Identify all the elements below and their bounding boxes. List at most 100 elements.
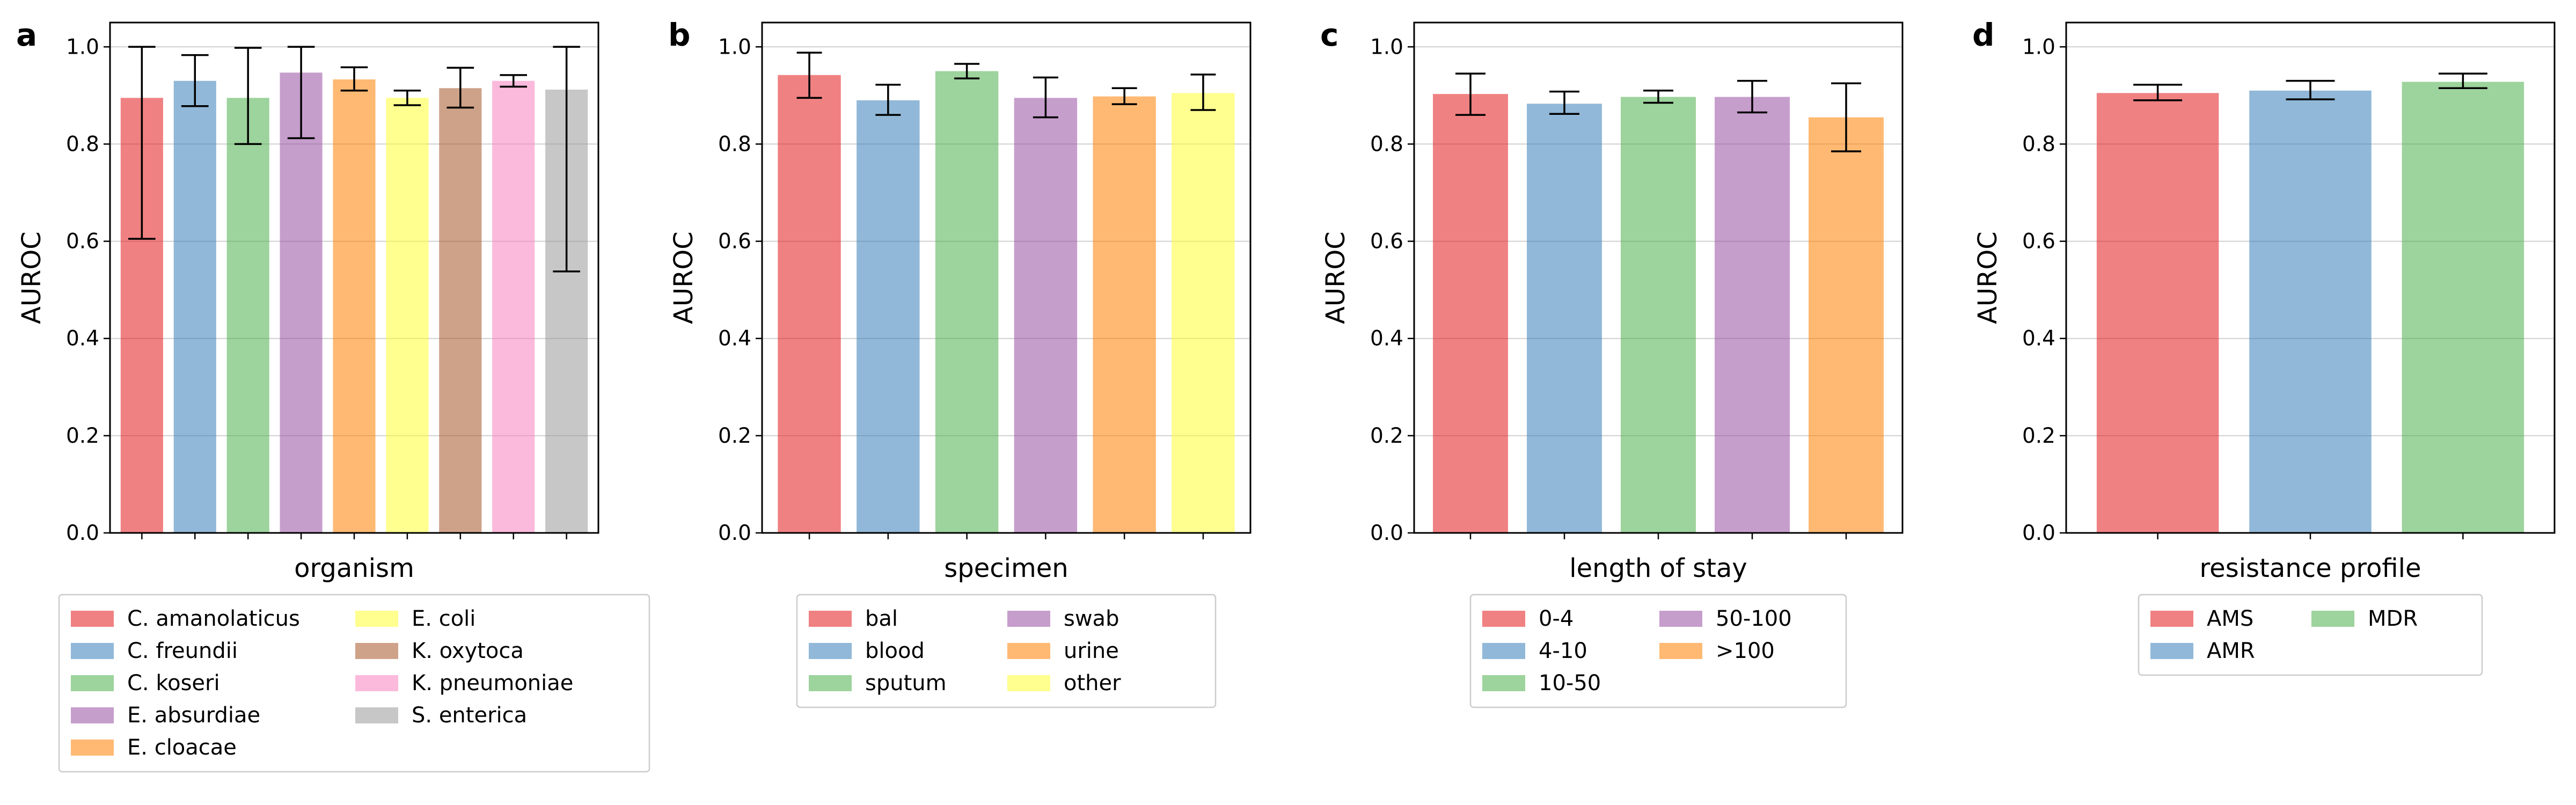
y-tick-label: 1.0 [718,35,751,59]
legend-label: other [1064,671,1121,696]
y-tick-label: 0.0 [2022,521,2055,545]
legend-swatch [2150,611,2193,627]
legend-label: swab [1064,606,1119,631]
panel-letter: a [16,17,37,53]
legend-label: 0-4 [1539,606,1574,631]
bar-7 [439,88,482,533]
bar-1 [1433,94,1508,533]
y-tick-label: 0.6 [66,230,99,254]
y-tick-label: 0.8 [1370,132,1403,156]
bar-3 [226,98,269,533]
y-tick-label: 0.2 [66,424,99,448]
legend-label: C. freundii [127,639,238,663]
plot-frame [2065,21,2556,534]
y-axis-label: AUROC [1973,231,2003,324]
bar-5 [1809,117,1884,533]
panel-letter: d [1972,17,1995,53]
legend-frame [796,594,1217,708]
bar-8 [492,80,535,533]
legend-swatch [1007,675,1050,691]
y-tick-label: 0.4 [66,327,99,351]
legend-swatch [809,675,852,691]
x-axis-label: specimen [944,553,1068,583]
legend-swatch [71,740,114,756]
y-axis-label: AUROC [669,231,699,324]
legend-swatch [355,675,398,691]
legend-label: K. pneumoniae [412,671,573,696]
legend-label: >100 [1716,639,1775,663]
bar-1 [2096,93,2219,533]
legend-swatch [809,643,852,659]
legend-swatch [71,675,114,691]
legend-label: AMR [2207,639,2255,663]
panel-letter: b [668,17,691,53]
bar-3 [2402,82,2524,533]
legend-label: urine [1064,639,1119,663]
legend-label: E. absurdiae [127,703,260,728]
y-tick-label: 0.2 [718,424,751,448]
bar-3 [1621,97,1696,533]
legend-frame [58,594,650,773]
legend-label: 50-100 [1716,606,1792,631]
legend-label: blood [865,639,925,663]
bar-6 [1172,93,1235,533]
plot-frame [109,21,599,534]
bar-4 [1715,97,1790,533]
bar-3 [935,71,999,533]
bar-5 [333,79,376,533]
y-tick-label: 1.0 [1370,35,1403,59]
bar-4 [1014,98,1078,533]
chart-panel-b: b 0.0 0.2 0.4 0.6 0.8 1.0 specimen AUROC bal blood… [668,17,1252,708]
y-tick-label: 0.8 [718,132,751,156]
bar-6 [386,98,429,533]
chart-panel-c: c 0.0 0.2 0.4 0.6 0.8 1.0 length of stay AUROC 0-… [1320,17,1904,708]
legend-swatch [355,611,398,627]
plot-frame [761,21,1252,534]
bar-4 [280,72,323,533]
legend-swatch [809,611,852,627]
chart-panel-d: d 0.0 0.2 0.4 0.6 0.8 1.0 resistance profile AUR… [1972,17,2556,676]
legend-swatch [1482,611,1525,627]
legend-swatch [1659,611,1702,627]
bar-2 [857,100,920,533]
legend-label: 4-10 [1539,639,1587,663]
legend-swatch [71,643,114,659]
legend-label: sputum [865,671,947,696]
legend-label: S. enterica [412,703,527,728]
chart-panel-a: a 0.0 0.2 0.4 0.6 0.8 1.0 organism AUROC C. amano… [16,17,650,773]
y-tick-label: 0.4 [2022,327,2055,351]
legend-label: bal [865,606,898,631]
y-tick-label: 0.8 [66,132,99,156]
y-tick-label: 0.4 [718,327,751,351]
y-tick-label: 0.6 [718,230,751,254]
y-tick-label: 0.0 [66,521,99,545]
bar-2 [2249,90,2372,533]
y-tick-label: 0.8 [2022,132,2055,156]
y-tick-label: 0.2 [2022,424,2055,448]
y-tick-label: 1.0 [66,35,99,59]
y-tick-label: 0.4 [1370,327,1403,351]
legend-frame [1469,594,1847,708]
legend-swatch [355,643,398,659]
y-tick-label: 0.0 [718,521,751,545]
legend-swatch [1659,643,1702,659]
legend-label: E. coli [412,606,475,631]
legend-swatch [1007,643,1050,659]
legend-swatch [2150,643,2193,659]
legend-label: 10-50 [1539,671,1601,696]
legend-label: AMS [2207,606,2253,631]
legend-swatch [355,707,398,723]
legend-swatch [71,611,114,627]
legend-label: E. cloacae [127,735,237,760]
legend-frame [2138,594,2483,676]
legend: AMS AMR MDR [2138,594,2483,676]
y-tick-label: 0.6 [1370,230,1403,254]
panel-letter: c [1320,17,1338,53]
legend-label: K. oxytoca [412,639,524,663]
legend-swatch [2311,611,2354,627]
legend: 0-4 4-10 10-50 50-100 >100 [1469,594,1847,708]
y-tick-label: 0.6 [2022,230,2055,254]
legend-label: MDR [2368,606,2418,631]
bar-5 [1093,96,1156,533]
